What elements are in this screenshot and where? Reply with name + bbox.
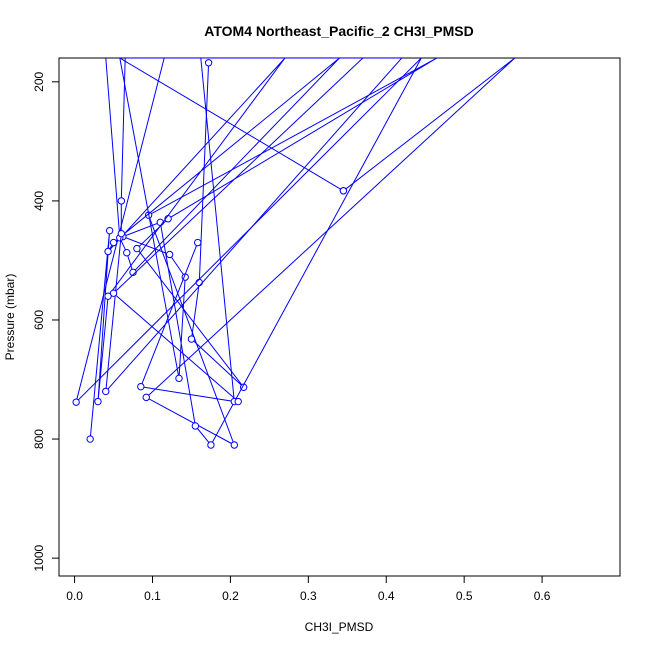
x-axis-label: CH3I_PMSD (305, 620, 374, 634)
x-tick-label: 0.6 (534, 589, 551, 603)
y-tick-label: 1000 (32, 544, 46, 571)
plot-area (72, 58, 516, 449)
data-point (339, 187, 348, 195)
y-axis-label: Pressure (mbar) (3, 274, 17, 361)
data-point (117, 229, 126, 238)
y-tick-label: 200 (32, 71, 46, 91)
data-point (204, 59, 213, 67)
y-tick-label: 800 (32, 429, 46, 449)
data-point (102, 387, 110, 396)
x-tick-label: 0.4 (378, 589, 395, 603)
data-point (109, 289, 118, 297)
series-line (136, 58, 516, 447)
series-layer (72, 58, 516, 449)
data-point (142, 393, 150, 402)
data-point (137, 382, 145, 391)
data-point (86, 435, 94, 443)
data-point (104, 292, 112, 300)
series-line (75, 58, 422, 446)
data-point (187, 335, 196, 343)
data-point (123, 248, 131, 257)
data-point (94, 397, 102, 406)
data-point (207, 441, 215, 449)
data-point (72, 398, 80, 406)
data-point (117, 197, 126, 205)
data-point (193, 238, 202, 247)
y-axis: 200 400 600 800 1000 (32, 71, 60, 571)
data-point (105, 226, 114, 235)
x-tick-label: 0.1 (144, 589, 161, 603)
y-tick-label: 600 (32, 310, 46, 330)
data-point (230, 441, 239, 449)
x-tick-label: 0.0 (66, 589, 83, 603)
data-point (104, 247, 112, 256)
x-tick-label: 0.5 (456, 589, 473, 603)
data-point (191, 422, 200, 430)
chart-title: ATOM4 Northeast_Pacific_2 CH3I_PMSD (204, 23, 473, 39)
data-point (195, 278, 203, 287)
data-point (109, 238, 118, 247)
x-tick-label: 0.2 (222, 589, 239, 603)
data-point (175, 374, 183, 383)
y-tick-label: 400 (32, 191, 46, 211)
series-line (105, 58, 403, 403)
x-axis: 0.0 0.1 0.2 0.3 0.4 0.5 0.6 (66, 575, 551, 603)
x-tick-label: 0.3 (300, 589, 317, 603)
data-point (165, 250, 174, 259)
plot-frame (58, 57, 621, 577)
data-point (234, 397, 242, 406)
data-point (133, 244, 141, 253)
